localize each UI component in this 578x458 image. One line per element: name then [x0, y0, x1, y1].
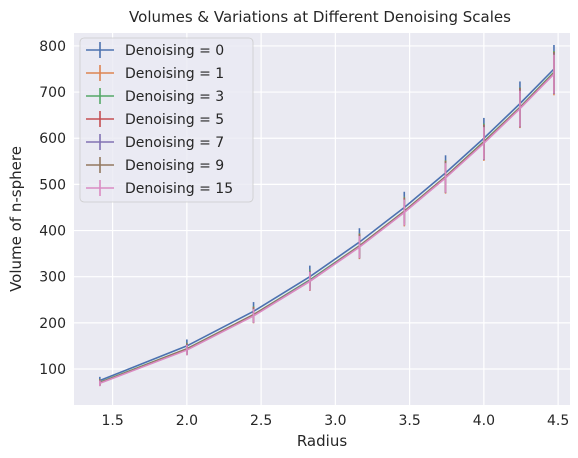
legend-box [79, 37, 254, 203]
legend-label: Denoising = 7 [125, 135, 224, 151]
x-axis-label: Radius [297, 432, 347, 450]
series-layer [99, 45, 555, 387]
y-tick-label: 300 [39, 270, 66, 286]
x-tick-label: 4.5 [547, 413, 569, 429]
y-tick-label: 600 [39, 131, 66, 147]
legend-item: Denoising = 5 [86, 111, 224, 128]
legend-label: Denoising = 1 [125, 66, 224, 82]
y-tick-label: 500 [39, 177, 66, 193]
legend-label: Denoising = 5 [125, 112, 224, 128]
y-tick-label: 100 [39, 362, 66, 378]
y-axis-label: Volume of n-sphere [7, 146, 25, 292]
legend-item: Denoising = 1 [86, 65, 224, 82]
x-tick-label: 1.5 [101, 413, 123, 429]
grid [74, 33, 570, 405]
tick-labels: 1.5 2.0 2.5 3.0 3.5 4.0 4.5 100 200 300 400 500 600 7… [39, 39, 569, 429]
legend-item: Denoising = 15 [86, 180, 233, 197]
legend-label: Denoising = 3 [125, 89, 224, 105]
series-line [99, 73, 555, 385]
legend-item: Denoising = 3 [86, 88, 224, 105]
y-tick-label: 700 [39, 85, 66, 101]
x-tick-label: 2.0 [176, 413, 198, 429]
legend-item: Denoising = 9 [86, 157, 224, 174]
legend-item: Denoising = 7 [86, 134, 224, 151]
y-tick-label: 400 [39, 224, 66, 240]
series-6 [99, 54, 555, 387]
series-line [99, 68, 555, 382]
chart-title: Volumes & Variations at Different Denois… [129, 8, 511, 26]
legend: Denoising = 0 Denoising = 1 Denoising = 3 D… [79, 37, 254, 203]
x-tick-label: 2.5 [250, 413, 272, 429]
legend-label: Denoising = 9 [125, 158, 224, 174]
y-tick-label: 800 [39, 39, 66, 55]
x-tick-label: 3.5 [398, 413, 420, 429]
legend-label: Denoising = 15 [125, 181, 233, 197]
x-tick-label: 3.0 [324, 413, 346, 429]
y-tick-label: 200 [39, 316, 66, 332]
legend-label: Denoising = 0 [125, 43, 224, 59]
x-tick-label: 4.0 [473, 413, 495, 429]
legend-item: Denoising = 0 [86, 42, 224, 59]
